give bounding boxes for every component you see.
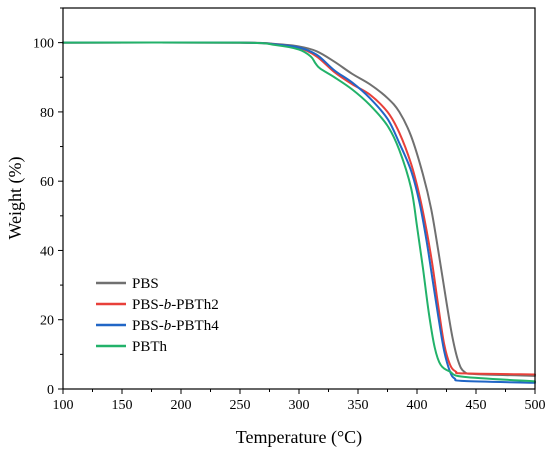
x-tick-label: 300 [289,398,310,413]
y-tick-label: 100 [33,37,54,52]
x-tick-label: 350 [348,398,369,413]
x-axis-title: Temperature (°C) [236,427,362,448]
x-tick-label: 500 [525,398,546,413]
series-line-pbth [62,41,536,383]
legend: PBS PBS-b-PBTh2 PBS-b-PBTh4 PBTh [96,276,219,355]
legend-label-pbs-b-pbth4: PBS-b-PBTh4 [132,318,219,334]
series-line-pbs-b-pbth4 [62,41,536,384]
legend-label-pbs-b-pbth2: PBS-b-PBTh2 [132,297,219,313]
y-tick-label: 20 [40,314,54,329]
y-tick-label: 0 [47,383,54,398]
x-tick-label: 200 [171,398,192,413]
x-tick-label: 100 [53,398,74,413]
y-tick-label: 40 [40,244,54,259]
y-axis-ticks: 0 20 40 60 80 100 [33,7,63,398]
y-tick-label: 60 [40,175,54,190]
legend-label-pbth: PBTh [132,339,168,355]
y-tick-label: 80 [40,106,54,121]
x-axis-ticks: 100 150 200 250 300 350 400 450 500 [53,389,546,413]
x-tick-label: 250 [230,398,251,413]
x-tick-label: 150 [112,398,133,413]
plot-series [62,41,536,384]
x-tick-label: 450 [466,398,487,413]
x-tick-label: 400 [407,398,428,413]
legend-label-pbs: PBS [132,276,159,292]
y-axis-title: Weight (%) [5,156,26,239]
